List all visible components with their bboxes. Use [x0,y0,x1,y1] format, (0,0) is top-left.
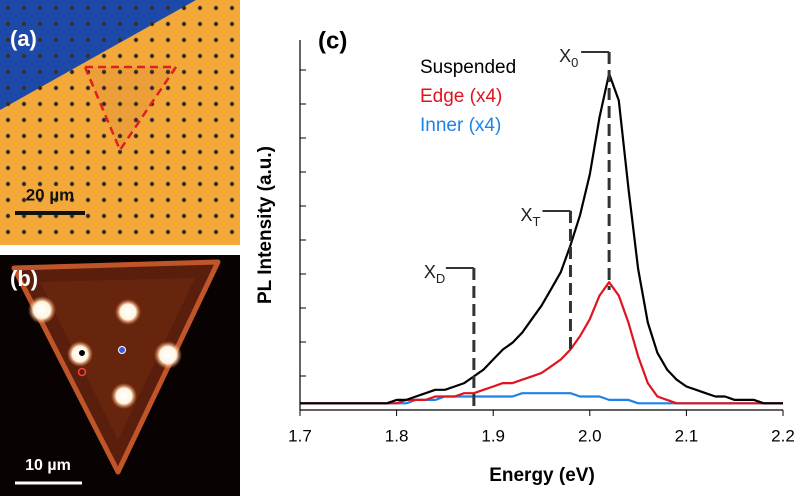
hole-spot [28,296,56,324]
x-tick-label: 2.0 [578,426,602,445]
panel-label: (a) [10,26,37,51]
flake-inner [40,278,195,440]
hole-spot [154,341,182,369]
series-line [300,281,783,405]
peak-label: X0 [559,46,578,71]
x-tick-label: 2.1 [675,426,699,445]
panel-label: (b) [10,266,38,291]
hole-spot [111,383,137,409]
peak-label-sub: T [532,214,540,229]
peak-label-sub: 0 [571,55,578,70]
panel-a: (a) 20 µm [0,0,240,245]
marker-inner [118,346,126,354]
peak-label-main: X [559,46,571,66]
scale-bar-label: 20 µm [26,185,75,204]
peak-label: XT [520,205,540,230]
peak-label: XD [424,262,445,287]
peak-label-sub: D [436,271,445,286]
marker-edge [77,367,87,377]
legend-label: Suspended [420,57,516,78]
x-tick-label: 2.2 [771,426,795,445]
flake-outline [83,65,179,153]
panel-label: (c) [318,27,347,54]
legend-label: Inner (x4) [420,115,501,136]
x-tick-label: 1.8 [385,426,409,445]
holes [0,0,240,245]
x-axis-title: Energy (eV) [489,465,595,486]
marker-suspended [78,349,86,357]
peak-label-main: X [424,262,436,282]
x-tick-label: 1.7 [288,426,312,445]
legend-label: Edge (x4) [420,86,502,107]
panel-b: (b) 10 µm [0,255,240,496]
scale-bar-label: 10 µm [25,457,71,474]
x-tick-label: 1.9 [481,426,505,445]
peak-label-main: X [520,205,532,225]
hole-spot [115,299,141,325]
series-line [300,72,783,405]
y-axis-title: PL Intensity (a.u.) [255,146,276,304]
